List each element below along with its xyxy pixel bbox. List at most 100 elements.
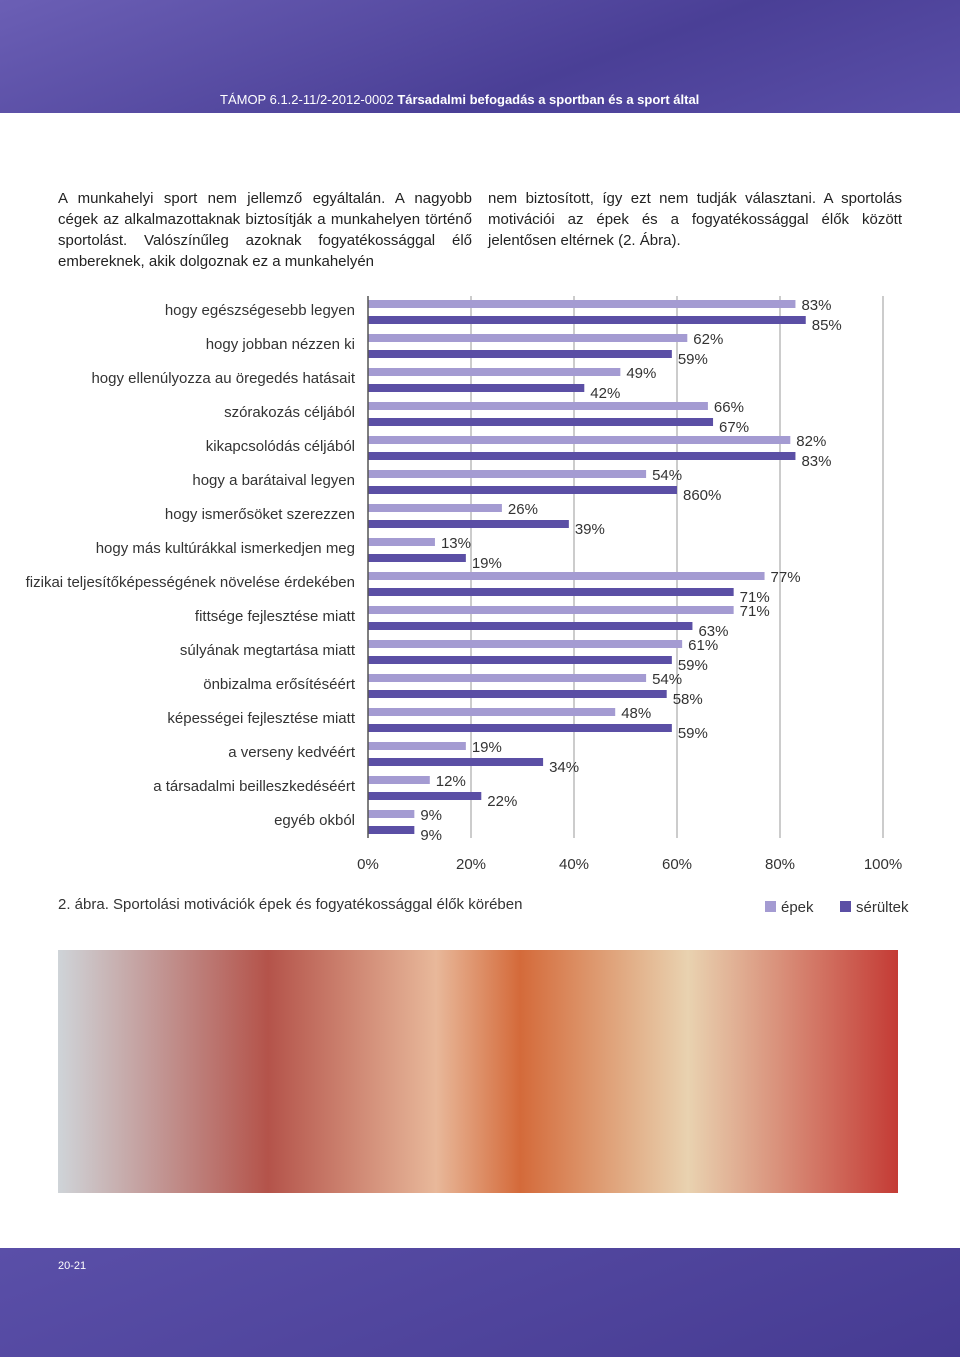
x-tick-label: 60% [662,856,692,873]
bar [368,708,616,716]
bar [368,792,482,800]
bar [368,554,466,562]
value-label: 12% [436,773,466,790]
chart-caption: 2. ábra. Sportolási motivációk épek és f… [58,896,522,913]
value-label: 49% [626,365,656,382]
value-label: 83% [801,453,831,470]
legend-label: sérültek [856,899,909,916]
paragraph: A munkahelyi sport nem jellemző egyáltal… [58,190,472,270]
y-tick-label: hogy ismerősöket szerezzen [165,506,355,523]
bar [368,334,688,342]
bar [368,300,796,308]
x-tick-label: 100% [864,856,902,873]
bar [368,504,502,512]
bar [368,402,708,410]
value-label: 62% [693,331,723,348]
y-tick-label: súlyának megtartása miatt [180,642,356,659]
y-tick-label: a verseny kedvéért [228,744,356,761]
y-tick-label: a társadalmi beilleszkedéséért [153,778,356,795]
y-tick-label: szórakozás céljából [224,404,355,421]
value-label: 59% [678,725,708,742]
value-label: 39% [575,521,605,538]
value-label: 77% [771,569,801,586]
value-label: 82% [796,433,826,450]
x-tick-label: 80% [765,856,795,873]
bar [368,368,621,376]
y-tick-label: hogy egészségesebb legyen [165,302,355,319]
legend-label: épek [781,899,814,916]
y-tick-label: fittsége fejlesztése miatt [195,608,356,625]
photo [58,950,898,1193]
bar [368,486,677,494]
value-label: 42% [590,385,620,402]
value-label: 19% [472,555,502,572]
value-label: 67% [719,419,749,436]
x-tick-label: 0% [357,856,379,873]
value-label: 19% [472,739,502,756]
y-tick-label: hogy ellenúlyozza au öregedés hatásait [91,370,355,387]
x-tick-label: 20% [456,856,486,873]
value-label: 9% [420,807,442,824]
y-tick-label: önbizalma erősítéséért [203,676,356,693]
bar [368,742,466,750]
value-label: 71% [740,603,770,620]
bar [368,572,765,580]
value-label: 26% [508,501,538,518]
bar [368,588,734,596]
bar [368,384,585,392]
header-band: TÁMOP 6.1.2-11/2-2012-0002 Társadalmi be… [0,0,960,113]
header-title: Társadalmi befogadás a sportban és a spo… [397,92,700,107]
value-label: 34% [549,759,579,776]
page-number: 20-21 [58,1260,87,1272]
y-tick-label: egyéb okból [274,812,355,829]
legend-swatch [765,901,776,912]
bar [368,622,693,630]
bar [368,810,415,818]
value-label: 59% [678,657,708,674]
value-label: 22% [487,793,517,810]
bar [368,606,734,614]
chart: 2. ábra. Sportolási motivációk épek és f… [26,296,909,916]
value-label: 13% [441,535,471,552]
y-tick-label: hogy a barátaival legyen [192,472,355,489]
y-tick-label: hogy más kultúrákkal ismerkedjen meg [96,540,355,557]
bar [368,674,647,682]
y-tick-label: hogy jobban nézzen ki [206,336,355,353]
paragraph: nem biztosított, így ezt nem tudják vála… [488,190,902,249]
value-label: 59% [678,351,708,368]
value-label: 63% [698,623,728,640]
bar [368,826,415,834]
value-label: 85% [812,317,842,334]
bar [368,538,435,546]
value-label: 54% [652,671,682,688]
value-label: 54% [652,467,682,484]
bar [368,758,544,766]
value-label: 9% [420,827,442,844]
bar [368,470,647,478]
y-tick-label: fizikai teljesítőképességének növelése é… [26,574,355,591]
project-code: TÁMOP 6.1.2-11/2-2012-0002 [220,92,394,107]
header: TÁMOP 6.1.2-11/2-2012-0002 Társadalmi be… [220,92,699,107]
value-label: 58% [673,691,703,708]
bar [368,350,672,358]
value-label: 48% [621,705,651,722]
bar [368,316,806,324]
footer-band: 20-21 [0,1248,960,1357]
value-label: 71% [740,589,770,606]
x-tick-label: 40% [559,856,589,873]
value-label: 83% [801,297,831,314]
bar [368,656,672,664]
bar [368,640,683,648]
y-tick-label: képességei fejlesztése miatt [167,710,355,727]
bar [368,452,796,460]
bar [368,724,672,732]
value-label: 61% [688,637,718,654]
bar [368,418,714,426]
bar [368,690,667,698]
y-tick-label: kikapcsolódás céljából [206,438,355,455]
bar [368,776,430,784]
legend-swatch [840,901,851,912]
bar [368,436,791,444]
bar [368,520,569,528]
